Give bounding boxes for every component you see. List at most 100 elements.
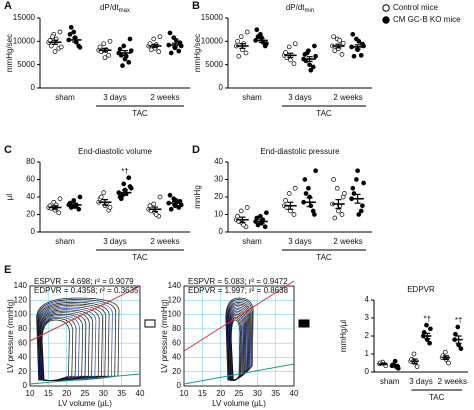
y-tick-label: 60 xyxy=(18,338,27,347)
data-point xyxy=(292,185,298,191)
annotation: EDPVR = 1.997; r² = 0.8638 xyxy=(188,286,289,295)
y-tick-label: 40 xyxy=(214,157,223,166)
chart-title: dP/dtmax xyxy=(100,3,130,13)
data-point xyxy=(147,41,153,47)
data-point xyxy=(127,36,133,42)
y-tick-label: 120 xyxy=(168,295,182,304)
y-axis-label: mmHg/sec xyxy=(193,34,202,72)
data-point xyxy=(98,194,104,200)
data-point xyxy=(151,201,157,207)
data-point xyxy=(306,185,311,191)
data-point xyxy=(236,53,242,59)
data-point xyxy=(350,185,356,191)
data-point xyxy=(117,46,123,52)
x-tick-label: 20 xyxy=(216,389,225,398)
data-point xyxy=(313,53,318,59)
x-tick-label: sham xyxy=(242,93,262,102)
x-tick-label: sham xyxy=(55,93,75,102)
group-marker xyxy=(298,319,310,328)
title-sub: min xyxy=(305,8,315,14)
data-point xyxy=(254,215,260,221)
x-tick-label: 3 days xyxy=(288,237,312,246)
y-axis-label: LV pressure (mmHg) xyxy=(160,299,169,373)
y-tick-label: 15000 xyxy=(13,13,36,22)
x-tick-label: 30 xyxy=(99,389,108,398)
data-point xyxy=(238,208,244,214)
data-point xyxy=(235,38,240,44)
data-point xyxy=(128,185,134,191)
chart-title: End-diastolic volume xyxy=(78,147,152,156)
title-main: dP/dt xyxy=(100,3,119,12)
data-point xyxy=(121,43,127,49)
y-tick-label: 2 xyxy=(365,331,370,340)
y-tick-label: 100 xyxy=(14,310,28,319)
x-tick-label: 3 days xyxy=(409,377,433,386)
data-point xyxy=(107,38,113,44)
panel-letter: B xyxy=(192,0,200,12)
data-point xyxy=(148,47,154,53)
y-tick-label: 10000 xyxy=(201,36,224,45)
plot-frame xyxy=(29,285,141,387)
y-tick-label: 1 xyxy=(365,349,370,358)
x-axis-label: LV volume (µL) xyxy=(212,399,266,408)
data-point xyxy=(153,212,159,217)
data-point xyxy=(350,31,356,37)
data-point xyxy=(76,206,82,212)
data-point xyxy=(358,52,364,58)
espvr-line xyxy=(183,280,295,352)
data-point xyxy=(101,41,107,47)
data-point xyxy=(101,190,107,195)
legend-marker xyxy=(382,16,390,24)
title-main: End-diastolic volume xyxy=(78,147,152,156)
x-tick-label: 2 weeks xyxy=(150,93,179,102)
y-tick-label: 0 xyxy=(31,83,36,92)
x-tick-label: 35 xyxy=(271,389,280,398)
y-tick-label: 5000 xyxy=(17,60,35,69)
data-point xyxy=(77,194,83,200)
panel-letter: C xyxy=(4,144,12,156)
data-point xyxy=(235,213,240,219)
data-point xyxy=(356,212,362,217)
data-point xyxy=(128,48,134,54)
data-point xyxy=(238,34,244,40)
data-point xyxy=(58,44,64,50)
significance-mark: *† xyxy=(423,314,431,323)
data-point xyxy=(102,55,108,61)
y-tick-label: 100 xyxy=(168,310,182,319)
data-point xyxy=(307,62,312,68)
y-tick-label: 3 xyxy=(365,313,370,322)
y-tick-label: 0 xyxy=(365,367,370,376)
data-point xyxy=(71,29,77,35)
data-point xyxy=(57,196,63,202)
y-axis-label: mmHg/µl xyxy=(339,320,348,352)
edpvr-line xyxy=(183,363,295,385)
y-tick-label: 60 xyxy=(26,175,35,184)
pv-loop xyxy=(41,319,70,381)
data-point xyxy=(77,45,83,50)
data-point xyxy=(126,59,132,65)
group-label: TAC xyxy=(429,393,445,402)
data-point xyxy=(428,326,433,332)
title-main: dP/dt xyxy=(286,3,305,12)
data-point xyxy=(313,168,318,174)
title-main: EDPVR xyxy=(407,285,435,294)
x-tick-label: 40 xyxy=(290,389,299,398)
data-point xyxy=(292,41,298,47)
y-axis-label: mmHg xyxy=(193,185,202,209)
data-point xyxy=(308,67,314,73)
data-point xyxy=(291,61,297,67)
data-point xyxy=(167,30,173,36)
x-tick-label: 10 xyxy=(180,389,189,398)
group-marker xyxy=(144,319,156,328)
data-point xyxy=(351,53,357,59)
x-tick-label: 35 xyxy=(117,389,126,398)
data-point xyxy=(258,213,263,219)
title-main: End-diastolic pressure xyxy=(260,147,340,156)
data-point xyxy=(304,50,310,56)
data-point xyxy=(332,215,338,221)
annotation: ESPVR = 4.698; r² = 0.9079 xyxy=(34,277,134,286)
data-point xyxy=(356,38,362,44)
x-tick-label: sham xyxy=(242,237,262,246)
y-tick-label: 0 xyxy=(177,381,182,390)
